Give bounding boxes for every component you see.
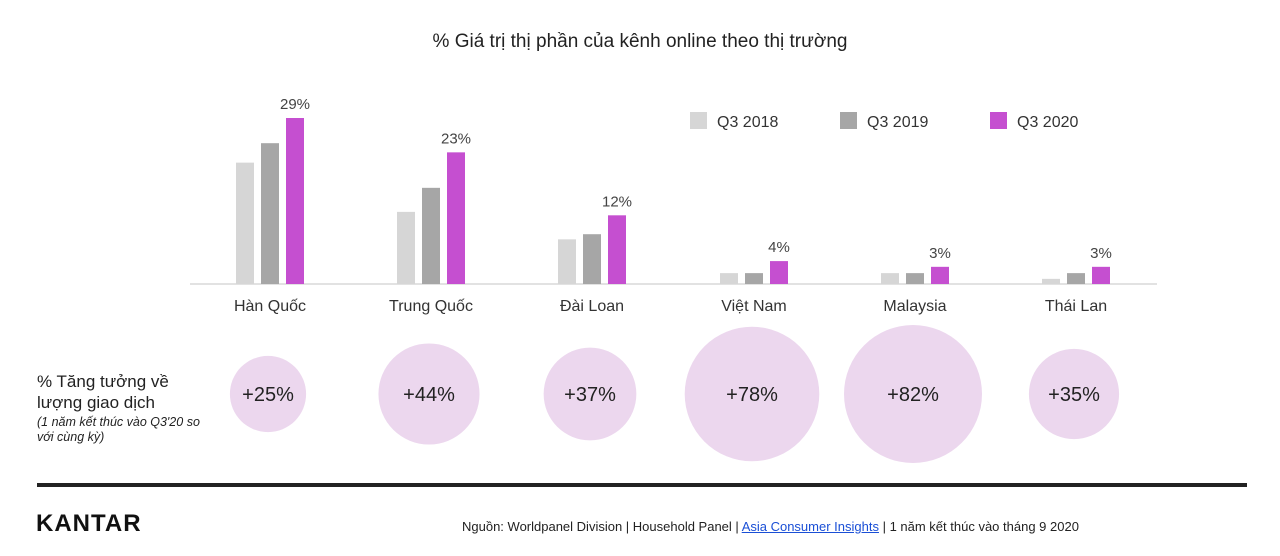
data-label: 12% [602,193,632,210]
legend-swatch-0 [690,112,707,129]
chart: % Giá trị thị phần của kênh online theo … [190,31,1157,463]
source-prefix: Nguồn: Worldpanel Division | Household P… [462,519,742,534]
bars-group: 29% Hàn Quốc 23% Trung Quốc 12% Đài Loan 4% Việ… [190,96,1157,315]
legend-swatch-2 [990,112,1007,129]
growth-bubble [543,347,637,441]
growth-bubble [1028,348,1120,440]
footer-divider [37,483,1247,487]
growth-label-main: % Tăng tưởng về lượng giao dịch [37,372,169,412]
growth-value-label: +25% [242,384,294,406]
source-note: Nguồn: Worldpanel Division | Household P… [462,519,1079,534]
bar-q3-2018-1 [397,211,415,284]
legend-label-2: Q3 2020 [1017,114,1078,131]
bar-q3-2020-1 [447,152,465,284]
bar-q3-2019-3 [745,273,763,284]
bar-q3-2018-2 [558,239,576,284]
bar-q3-2020-0 [286,118,304,284]
chart-title: % Giá trị thị phần của kênh online theo … [433,31,848,52]
legend-swatch-1 [840,112,857,129]
data-label: 29% [280,96,310,113]
growth-value-label: +37% [564,384,616,406]
growth-value-label: +82% [887,384,939,406]
bar-q3-2019-4 [906,273,924,284]
bar-q3-2020-4 [931,266,949,284]
legend-label-1: Q3 2019 [867,114,928,131]
bar-q3-2019-1 [422,187,440,284]
kantar-logo: KANTAR [36,510,142,537]
x-tick-label: Hàn Quốc [234,298,306,315]
source-link[interactable]: Asia Consumer Insights [741,519,879,534]
data-label: 23% [441,130,471,147]
growth-label-sub: (1 năm kết thúc vào Q3'20 so với cùng kỳ… [37,415,200,444]
x-tick-label: Đài Loan [560,298,624,315]
x-tick-label: Malaysia [883,298,946,315]
growth-bubble [844,325,982,463]
growth-value-label: +35% [1048,384,1100,406]
growth-bubble [229,355,307,433]
growth-value-label: +44% [403,384,455,406]
x-tick-label: Thái Lan [1045,298,1107,315]
x-tick-label: Việt Nam [721,298,787,315]
bar-q3-2019-2 [583,234,601,284]
data-label: 4% [768,239,790,256]
growth-value-label: +78% [726,384,778,406]
bar-q3-2020-3 [770,261,788,284]
bar-q3-2020-2 [608,215,626,284]
bar-q3-2018-3 [720,273,738,284]
growth-bubble [684,326,820,462]
bar-q3-2018-0 [236,162,254,284]
data-label: 3% [1090,245,1112,262]
bar-q3-2018-4 [881,273,899,284]
growth-label: % Tăng tưởng về lượng giao dịch (1 năm k… [37,371,207,445]
data-label: 3% [929,245,951,262]
source-suffix: | 1 năm kết thúc vào tháng 9 2020 [878,519,1079,534]
bar-q3-2019-5 [1067,273,1085,284]
bar-q3-2019-0 [261,143,279,284]
growth-bubble [378,343,480,445]
bar-q3-2018-5 [1042,278,1060,284]
bar-q3-2020-5 [1092,266,1110,284]
x-tick-label: Trung Quốc [389,298,473,315]
legend-label-0: Q3 2018 [717,114,778,131]
growth-bubbles: +25% +44% +37% +78% +82% +35% [229,325,1120,463]
legend: Q3 2018 Q3 2019 Q3 2020 [690,112,1078,131]
